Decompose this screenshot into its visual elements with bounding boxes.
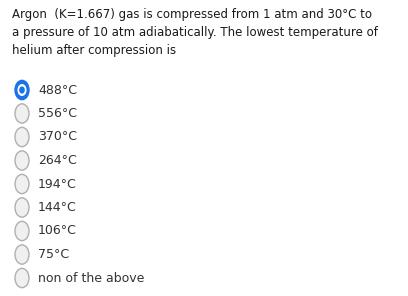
Ellipse shape — [15, 174, 29, 194]
Ellipse shape — [15, 268, 29, 288]
Text: 264°C: 264°C — [38, 154, 77, 167]
Text: 370°C: 370°C — [38, 131, 77, 144]
Ellipse shape — [18, 85, 26, 95]
Ellipse shape — [15, 245, 29, 264]
Text: Argon  (K=1.667) gas is compressed from 1 atm and 30°C to
a pressure of 10 atm a: Argon (K=1.667) gas is compressed from 1… — [12, 8, 378, 57]
Ellipse shape — [15, 127, 29, 147]
Ellipse shape — [15, 198, 29, 217]
Text: 488°C: 488°C — [38, 83, 77, 96]
Ellipse shape — [15, 151, 29, 170]
Ellipse shape — [15, 80, 29, 100]
Text: non of the above: non of the above — [38, 271, 144, 284]
Text: 556°C: 556°C — [38, 107, 77, 120]
Ellipse shape — [15, 221, 29, 241]
Text: 144°C: 144°C — [38, 201, 77, 214]
Text: 75°C: 75°C — [38, 248, 69, 261]
Ellipse shape — [15, 104, 29, 123]
Text: 106°C: 106°C — [38, 224, 77, 237]
Text: 194°C: 194°C — [38, 178, 77, 191]
Ellipse shape — [20, 87, 24, 93]
